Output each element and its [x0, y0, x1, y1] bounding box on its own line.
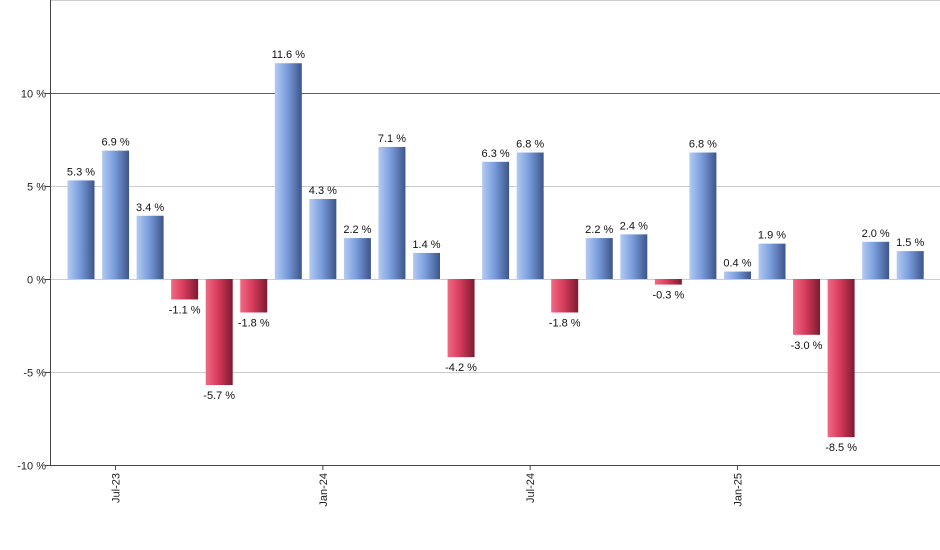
data-label: -3.0 % — [791, 340, 823, 352]
y-tick-label: 10 % — [21, 89, 46, 101]
data-label: 4.3 % — [309, 185, 337, 197]
bar — [447, 279, 475, 358]
y-tick-label: 0 % — [27, 275, 46, 287]
bar — [205, 279, 233, 386]
bar — [585, 238, 613, 279]
data-label: 7.1 % — [378, 133, 406, 145]
data-label: -0.3 % — [652, 290, 684, 302]
bar — [896, 251, 924, 279]
bar — [482, 161, 510, 279]
bar — [723, 271, 751, 279]
axes: -10 % -5 % 0 % 5 % 10 % Jul-23 Jan-24 Jul-24 Jan… — [17, 0, 940, 507]
data-label: 6.8 % — [516, 139, 544, 151]
y-tick-label: 5 % — [27, 182, 46, 194]
data-label: -5.7 % — [203, 390, 235, 402]
data-label: 1.9 % — [758, 230, 786, 242]
data-label: 3.4 % — [136, 202, 164, 214]
bar — [516, 152, 544, 279]
data-label: -4.2 % — [445, 362, 477, 374]
bars — [67, 63, 924, 438]
data-label: 6.8 % — [689, 139, 717, 151]
bar — [67, 180, 95, 279]
bar — [171, 279, 199, 300]
data-label: 6.3 % — [482, 148, 510, 160]
x-tick-label: Jul-24 — [525, 473, 537, 503]
bar — [620, 234, 648, 279]
y-tick-label: -10 % — [17, 461, 46, 473]
bar — [654, 279, 682, 285]
bar — [102, 150, 130, 279]
data-label: -8.5 % — [825, 442, 857, 454]
data-label: 2.0 % — [862, 228, 890, 240]
data-label: 11.6 % — [272, 49, 306, 61]
data-label: 1.4 % — [412, 239, 440, 251]
bar — [413, 252, 440, 279]
bar — [758, 243, 786, 279]
bar — [827, 279, 855, 438]
bar — [689, 152, 717, 279]
bar — [240, 279, 268, 313]
bar — [862, 241, 890, 279]
data-label: 5.3 % — [67, 166, 95, 178]
bar — [378, 146, 406, 279]
x-tick-label: Jul-23 — [111, 473, 123, 503]
bar — [136, 215, 164, 279]
data-label: 2.2 % — [343, 224, 371, 236]
bar — [343, 238, 371, 279]
data-labels: 5.3 % 6.9 % 3.4 % -1.1 % -5.7 % -1.8 % 11.6 % 4… — [67, 49, 925, 454]
bar — [551, 279, 579, 313]
data-label: 2.4 % — [620, 220, 648, 232]
data-label: 0.4 % — [723, 258, 751, 270]
bar — [309, 199, 337, 279]
data-label: -1.8 % — [238, 317, 270, 329]
data-label: 1.5 % — [896, 237, 924, 249]
data-label: -1.8 % — [549, 317, 581, 329]
data-label: 2.2 % — [585, 224, 613, 236]
x-tick-label: Jan-24 — [318, 473, 330, 507]
data-label: -1.1 % — [169, 304, 201, 316]
data-label: 6.9 % — [101, 137, 129, 149]
x-tick-label: Jan-25 — [732, 473, 744, 507]
bar — [274, 63, 302, 279]
y-tick-label: -5 % — [23, 368, 46, 380]
bar — [793, 279, 821, 335]
